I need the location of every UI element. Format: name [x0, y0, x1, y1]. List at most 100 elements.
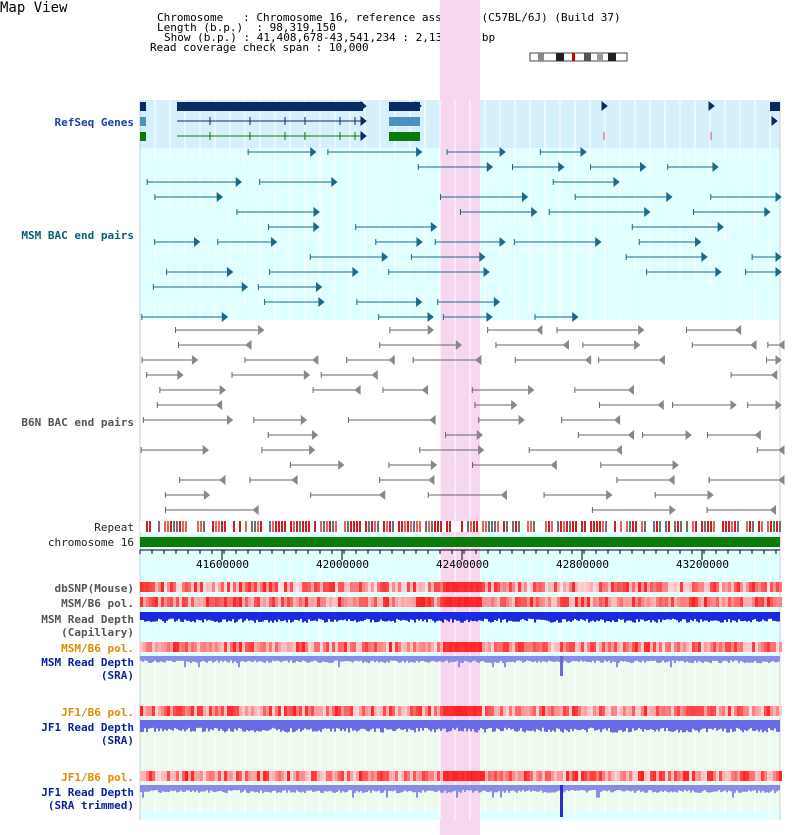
jf1-depth-trim-bar — [408, 785, 410, 792]
jf1-pol-heat — [605, 706, 608, 716]
msm-depth-cap-bar — [140, 612, 142, 621]
jf1-pol-heat — [680, 706, 683, 716]
repeat-mark — [515, 521, 517, 532]
dbsnp-heat — [650, 582, 653, 592]
msm-depth-sra-bar — [354, 656, 356, 661]
jf1-depth-sra-bar — [700, 720, 702, 730]
msm-depth-cap-bar — [636, 612, 638, 620]
repeat-mark — [359, 521, 361, 532]
track-label-b6n-bac[interactable]: B6N BAC end pairs — [21, 416, 134, 429]
msm-depth-cap-bar — [388, 612, 390, 621]
jf1-pol2-heat — [638, 771, 641, 781]
msm-depth-sra-bar — [466, 656, 468, 662]
track-label-chromosome[interactable]: chromosome 16 — [47, 536, 134, 549]
msm-pol2-heat — [662, 642, 665, 652]
repeat-mark — [272, 521, 274, 532]
msm-depth-sra-bar — [574, 656, 576, 662]
msm-depth-cap-bar — [542, 612, 544, 620]
msm-pol-heat — [446, 597, 449, 607]
jf1-pol-heat — [713, 706, 716, 716]
jf1-pol-heat — [293, 706, 296, 716]
jf1-pol-heat — [464, 706, 467, 716]
msm-depth-cap-bar — [284, 612, 286, 621]
jf1-depth-sra-bar — [244, 720, 246, 732]
jf1-pol-heat — [593, 706, 596, 716]
track-label-jf1-pol-2[interactable]: JF1/B6 pol. — [61, 771, 134, 784]
repeat-mark — [482, 521, 484, 532]
dbsnp-heat — [614, 582, 617, 592]
repeat-mark — [170, 521, 172, 532]
dbsnp-heat — [617, 582, 620, 592]
msm-pol2-heat — [470, 642, 473, 652]
msm-depth-sra-bar — [414, 656, 416, 663]
track-label-msm-depth-sra[interactable]: MSM Read Depth — [41, 656, 134, 669]
msm-depth-sra-bar — [612, 656, 614, 662]
dbsnp-heat — [629, 582, 632, 592]
jf1-depth-sra-bar — [240, 720, 242, 729]
track-label-jf1-pol-1[interactable]: JF1/B6 pol. — [61, 706, 134, 719]
dbsnp-heat — [707, 582, 710, 592]
dbsnp-heat — [779, 582, 782, 592]
msm-depth-sra-bar — [488, 656, 490, 663]
jf1-pol-heat — [164, 706, 167, 716]
jf1-depth-sra-bar — [142, 720, 144, 732]
jf1-depth-sra-bar — [232, 720, 234, 732]
msm-depth-cap-bar — [404, 612, 406, 621]
msm-pol2-heat — [497, 642, 500, 652]
jf1-depth-trim-bar — [370, 785, 372, 793]
msm-depth-sra-bar — [194, 656, 196, 662]
repeat-mark — [434, 521, 436, 532]
jf1-pol-heat — [317, 706, 320, 716]
msm-depth-sra-bar — [232, 656, 234, 664]
jf1-pol-heat — [572, 706, 575, 716]
jf1-depth-sra-bar — [492, 720, 494, 732]
repeat-mark — [383, 521, 385, 532]
jf1-depth-trim-bar — [754, 785, 756, 791]
track-label-dbsnp[interactable]: dbSNP(Mouse) — [54, 582, 134, 595]
msm-pol2-heat — [506, 642, 509, 652]
msm-pol2-heat — [464, 642, 467, 652]
msm-pol-heat — [167, 597, 170, 607]
jf1-depth-trim-bar — [732, 785, 734, 798]
track-label-jf1-depth-sra-sub: (SRA) — [100, 734, 134, 747]
bac-pair-arrow — [666, 191, 673, 203]
jf1-depth-sra-bar — [224, 720, 226, 733]
track-label-msm-depth-cap[interactable]: MSM Read Depth — [41, 613, 134, 626]
msm-depth-sra-bar — [182, 656, 184, 661]
dbsnp-heat — [638, 582, 641, 592]
dbsnp-heat — [605, 582, 608, 592]
track-label-repeat[interactable]: Repeat — [94, 521, 134, 534]
dbsnp-heat — [287, 582, 290, 592]
jf1-pol-heat — [365, 706, 368, 716]
jf1-depth-trim-bar — [360, 785, 362, 792]
msm-pol-heat — [644, 597, 647, 607]
bac-pair-arrow — [352, 266, 359, 278]
jf1-depth-sra-bar — [210, 720, 212, 730]
msm-depth-sra-bar — [396, 656, 398, 662]
track-label-jf1-depth-sra[interactable]: JF1 Read Depth — [41, 721, 134, 734]
msm-depth-sra-bar — [400, 656, 402, 663]
jf1-pol2-heat — [287, 771, 290, 781]
msm-depth-sra-bar — [326, 656, 328, 663]
track-label-jf1-depth-trim[interactable]: JF1 Read Depth — [41, 786, 134, 799]
jf1-pol2-heat — [401, 771, 404, 781]
track-label-msm-pol-2[interactable]: MSM/B6 pol. — [61, 642, 134, 655]
msm-pol2-heat — [707, 642, 710, 652]
msm-depth-cap-bar — [416, 612, 418, 620]
msm-depth-sra-bar — [198, 656, 200, 668]
msm-pol-heat — [356, 597, 359, 607]
gene-arrow — [771, 115, 778, 127]
msm-depth-cap-bar — [166, 612, 168, 621]
jf1-depth-sra-bar — [322, 720, 324, 730]
repeat-mark — [725, 521, 727, 532]
jf1-depth-trim-bar — [506, 785, 508, 791]
msm-depth-sra-bar — [622, 656, 624, 662]
jf1-pol2-heat — [230, 771, 233, 781]
jf1-pol-heat — [752, 706, 755, 716]
msm-depth-sra-bar — [384, 656, 386, 664]
msm-pol2-heat — [179, 642, 182, 652]
track-label-refseq[interactable]: RefSeq Genes — [54, 116, 134, 129]
track-label-msm-pol-1[interactable]: MSM/B6 pol. — [61, 597, 134, 610]
track-label-msm-bac[interactable]: MSM BAC end pairs — [21, 229, 134, 242]
